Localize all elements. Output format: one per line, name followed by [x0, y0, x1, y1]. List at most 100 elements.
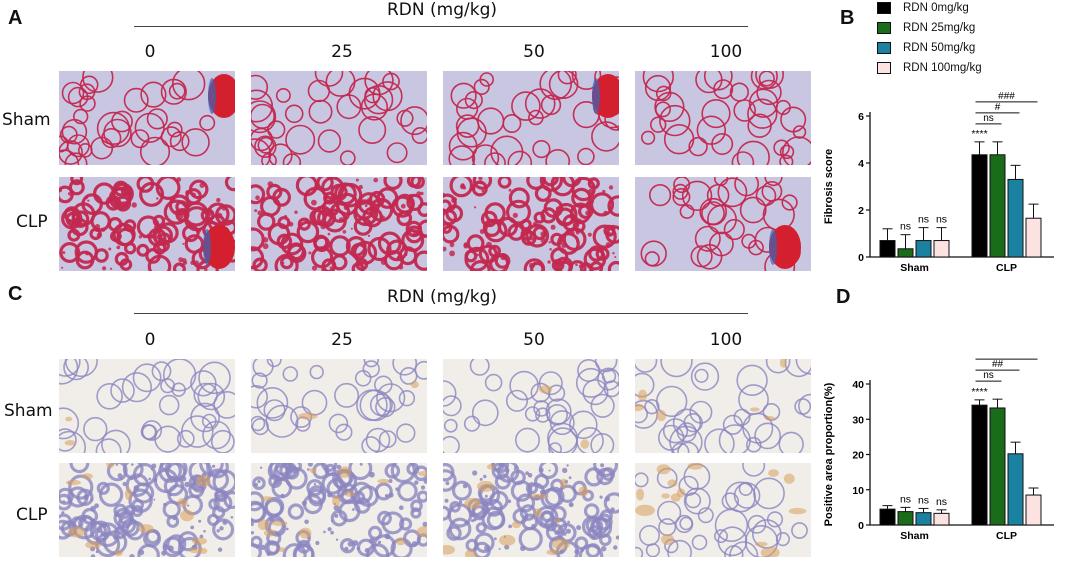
cell-nucleus: [369, 537, 375, 544]
cell-nucleus: [352, 508, 355, 511]
alveolus-wall: [596, 467, 614, 486]
alveolus-wall: [251, 415, 266, 432]
alveolus-wall: [309, 364, 324, 380]
alveolus-wall: [635, 359, 658, 373]
cell-nucleus: [356, 546, 360, 551]
alveolus-wall: [361, 436, 381, 453]
cell-nucleus: [512, 212, 518, 218]
positive-stain: [298, 412, 318, 420]
alveolus-wall: [181, 128, 210, 157]
alveolus-wall: [456, 97, 479, 120]
alveolus-wall: [775, 531, 790, 547]
cell-nucleus: [486, 241, 492, 248]
panel-label-d: D: [836, 286, 851, 308]
cell-nucleus: [457, 526, 460, 529]
legend-swatch: [877, 22, 891, 34]
cell-nucleus: [414, 480, 419, 485]
alveolus-wall: [578, 544, 604, 557]
alveolus-wall: [256, 387, 289, 419]
positive-stain: [656, 464, 671, 475]
alveolus-wall: [151, 361, 172, 382]
alveolus-wall: [267, 518, 287, 537]
alveolus-wall: [494, 473, 512, 490]
alveolus-wall: [64, 152, 88, 165]
alveolus-wall: [443, 469, 457, 492]
alveolus-wall: [59, 185, 74, 204]
alveolus-wall: [577, 147, 595, 165]
cell-nucleus: [268, 516, 275, 522]
alveolus-wall: [509, 370, 539, 401]
cell-nucleus: [352, 540, 359, 546]
cell-nucleus: [470, 185, 476, 191]
alveolus-wall: [251, 417, 269, 436]
alveolus-wall: [224, 177, 235, 192]
cell-nucleus: [395, 487, 399, 491]
bar: [971, 154, 988, 258]
cell-nucleus: [586, 201, 592, 207]
alveolus-wall: [443, 418, 458, 433]
cell-nucleus: [280, 493, 285, 498]
alveolus-wall: [443, 505, 451, 521]
alveolus-wall: [175, 200, 189, 214]
alveolus-wall: [525, 223, 550, 248]
blood-vessel: [203, 225, 235, 269]
alveolus-wall: [739, 196, 767, 224]
alveolus-wall: [348, 463, 373, 481]
alveolus-wall: [134, 112, 165, 143]
alveolus-wall: [89, 520, 111, 542]
cell-nucleus: [367, 234, 371, 237]
alveolus-wall: [714, 529, 729, 544]
alveolus-wall: [530, 261, 545, 271]
positive-stain: [124, 488, 133, 501]
positive-stain: [760, 546, 780, 557]
masson-clp-0: [59, 177, 235, 271]
positive-stain: [377, 478, 390, 484]
cell-nucleus: [377, 540, 382, 544]
panel-label-c: C: [8, 283, 23, 305]
positive-stain: [299, 527, 312, 539]
cell-nucleus: [304, 519, 309, 525]
cell-nucleus: [182, 242, 185, 245]
alveolus-wall: [748, 239, 764, 256]
masson-sham-50: [443, 71, 619, 165]
masson-image: [251, 71, 427, 165]
alveolus-wall: [96, 481, 110, 495]
alveolus-wall: [113, 503, 128, 518]
alveolus-wall: [475, 522, 487, 534]
cell-nucleus: [567, 520, 570, 524]
cell-nucleus: [185, 190, 191, 196]
positive-stain: [687, 463, 704, 470]
bar: [971, 404, 988, 526]
alveolus-wall: [484, 373, 503, 392]
alveolus-wall: [497, 177, 512, 189]
cell-nucleus: [207, 210, 213, 216]
alveolus-wall: [251, 184, 266, 205]
alveolus-wall: [372, 81, 403, 112]
masson-image: [635, 177, 811, 271]
alveolus-wall: [67, 86, 89, 108]
cell-nucleus: [164, 543, 168, 547]
alveolus-wall: [334, 382, 360, 408]
cell-nucleus: [603, 210, 608, 216]
cell-nucleus: [216, 529, 220, 533]
alveolus-wall: [251, 100, 277, 134]
legend-label: RDN 0mg/kg: [903, 2, 969, 14]
alveolus-wall: [689, 400, 713, 424]
cell-nucleus: [150, 235, 154, 239]
alveolus-wall: [571, 71, 602, 90]
alveolus-wall: [206, 463, 229, 479]
cell-nucleus: [462, 483, 468, 489]
alveolus-wall: [386, 142, 408, 164]
positive-stain: [638, 389, 648, 402]
cell-nucleus: [476, 253, 479, 257]
ihc-sham-100: [635, 359, 811, 453]
cell-nucleus: [62, 251, 66, 255]
cell-nucleus: [257, 210, 263, 216]
cell-nucleus: [355, 178, 359, 182]
alveolus-wall: [264, 540, 280, 556]
alveolus-wall: [754, 422, 782, 450]
positive-stain: [661, 534, 675, 545]
cell-nucleus: [398, 264, 404, 270]
cell-nucleus: [122, 481, 127, 487]
alveolus-wall: [688, 136, 708, 157]
